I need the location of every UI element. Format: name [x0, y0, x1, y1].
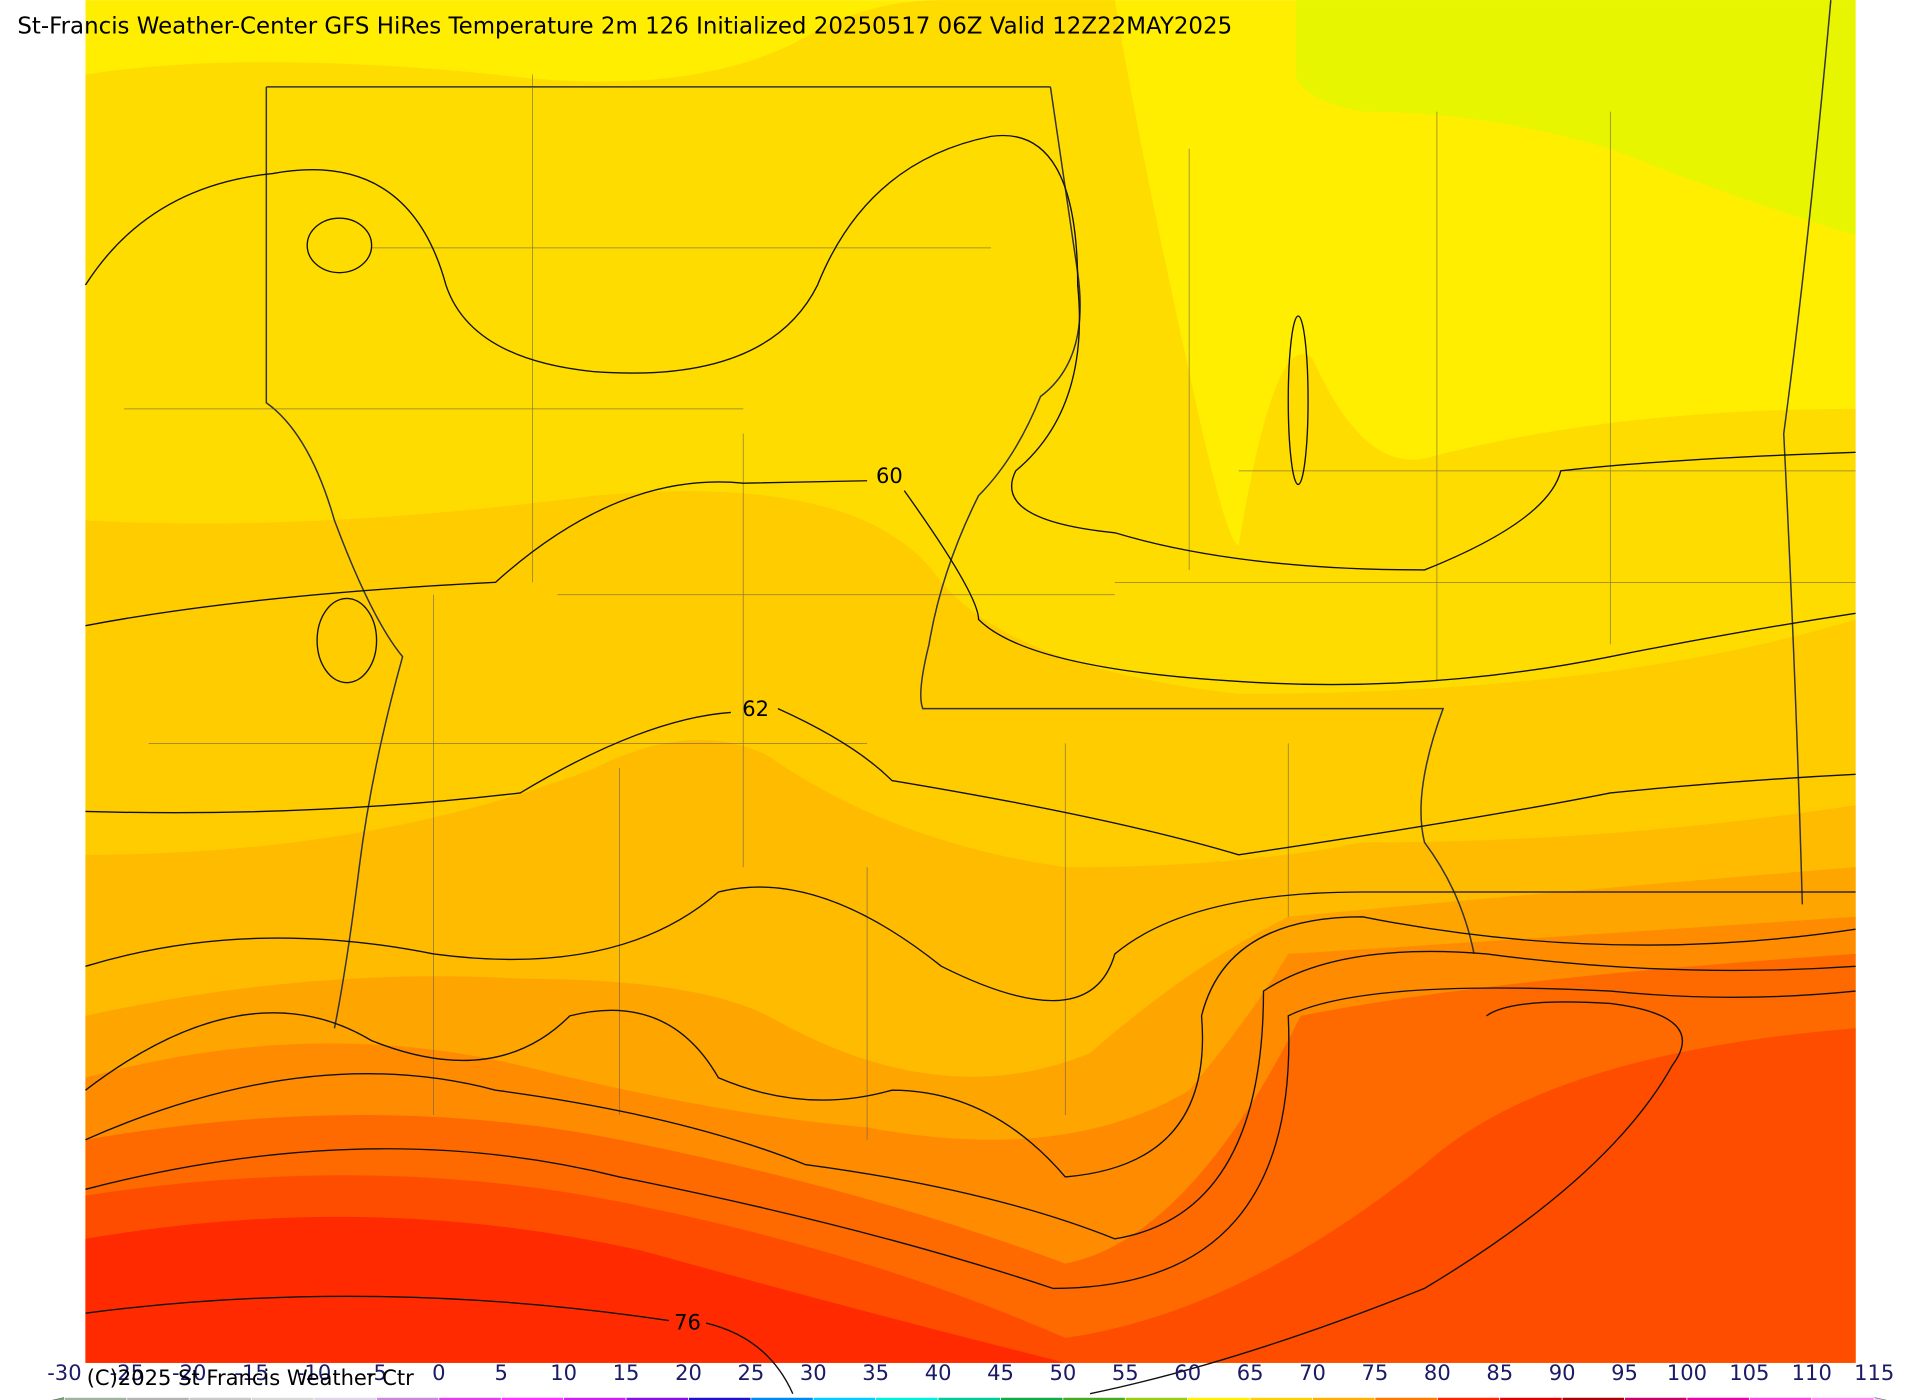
colorbar-label: 50	[1049, 1360, 1076, 1385]
colorbar-label: 70	[1299, 1360, 1326, 1385]
colorbar-swatch	[812, 1397, 877, 1400]
temperature-field	[85, 0, 1856, 1363]
colorbar-swatch	[1436, 1397, 1501, 1400]
colorbar-label: 100	[1667, 1360, 1707, 1385]
colorbar-swatch	[1748, 1397, 1813, 1400]
colorbar-swatch	[1499, 1397, 1563, 1400]
colorbar-label: 10	[550, 1360, 577, 1385]
colorbar-over	[1873, 1397, 1887, 1400]
colorbar-swatch	[500, 1397, 565, 1400]
colorbar-label: 25	[737, 1360, 764, 1385]
colorbar-label: 40	[925, 1360, 952, 1385]
colorbar-swatch	[1374, 1397, 1438, 1400]
colorbar-swatch	[1124, 1397, 1189, 1400]
colorbar-swatch	[875, 1397, 939, 1400]
colorbar-label: 115	[1854, 1360, 1894, 1385]
colorbar-under	[51, 1397, 65, 1400]
colorbar-swatch	[188, 1397, 253, 1400]
contour-label: 62	[742, 696, 769, 721]
colorbar-swatch	[937, 1397, 1001, 1400]
colorbar-swatch	[313, 1397, 377, 1400]
colorbar-swatch	[563, 1397, 627, 1400]
colorbar-label: 20	[675, 1360, 702, 1385]
colorbar-swatch	[1312, 1397, 1376, 1400]
colorbar-label: -25	[110, 1360, 144, 1385]
colorbar-label: 90	[1549, 1360, 1576, 1385]
colorbar-label: 0	[432, 1360, 445, 1385]
colorbar-label: 45	[987, 1360, 1014, 1385]
colorbar-label: 105	[1729, 1360, 1769, 1385]
colorbar-label: 5	[495, 1360, 508, 1385]
colorbar-swatch	[1811, 1397, 1875, 1400]
colorbar-swatch	[750, 1397, 814, 1400]
colorbar: -30 -25 -20 -15 -10 -5 0 5 10 15 20 25 30 35 40 45 50 55 6…	[47, 1360, 1894, 1400]
map-title: St-Francis Weather-Center GFS HiRes Temp…	[17, 14, 1232, 40]
colorbar-label: -10	[297, 1360, 331, 1385]
colorbar-swatch	[251, 1397, 315, 1400]
colorbar-swatch	[1000, 1397, 1064, 1400]
colorbar-swatch	[438, 1397, 502, 1400]
colorbar-label: 110	[1792, 1360, 1832, 1385]
colorbar-label: 85	[1486, 1360, 1513, 1385]
colorbar-swatch	[1686, 1397, 1750, 1400]
colorbar-swatch	[688, 1397, 752, 1400]
colorbar-swatch	[126, 1397, 190, 1400]
colorbar-label: 65	[1237, 1360, 1264, 1385]
contour-labels: 60 62 76	[674, 463, 903, 1334]
colorbar-swatch	[1624, 1397, 1688, 1400]
colorbar-label: -5	[366, 1360, 387, 1385]
colorbar-swatch	[1187, 1397, 1251, 1400]
colorbar-label: 95	[1611, 1360, 1638, 1385]
colorbar-swatch	[376, 1397, 440, 1400]
colorbar-label: 15	[613, 1360, 640, 1385]
colorbar-swatch	[1062, 1397, 1126, 1400]
colorbar-label: 60	[1174, 1360, 1201, 1385]
colorbar-swatch	[1249, 1397, 1313, 1400]
colorbar-label: 30	[800, 1360, 827, 1385]
colorbar-label: 75	[1362, 1360, 1389, 1385]
colorbar-label: -30	[47, 1360, 81, 1385]
colorbar-swatch	[64, 1397, 128, 1400]
colorbar-swatch	[625, 1397, 689, 1400]
colorbar-label: 55	[1112, 1360, 1139, 1385]
colorbar-swatch	[1561, 1397, 1625, 1400]
colorbar-label: 80	[1424, 1360, 1451, 1385]
colorbar-label: -15	[234, 1360, 268, 1385]
isotherms	[84, 134, 1856, 1395]
colorbar-label: 35	[862, 1360, 889, 1385]
colorbar-label: -20	[172, 1360, 206, 1385]
copyright: (C)2025 St Francis Weather Ctr	[87, 1365, 414, 1390]
contour-label: 60	[876, 463, 903, 488]
contour-label: 76	[674, 1309, 701, 1334]
